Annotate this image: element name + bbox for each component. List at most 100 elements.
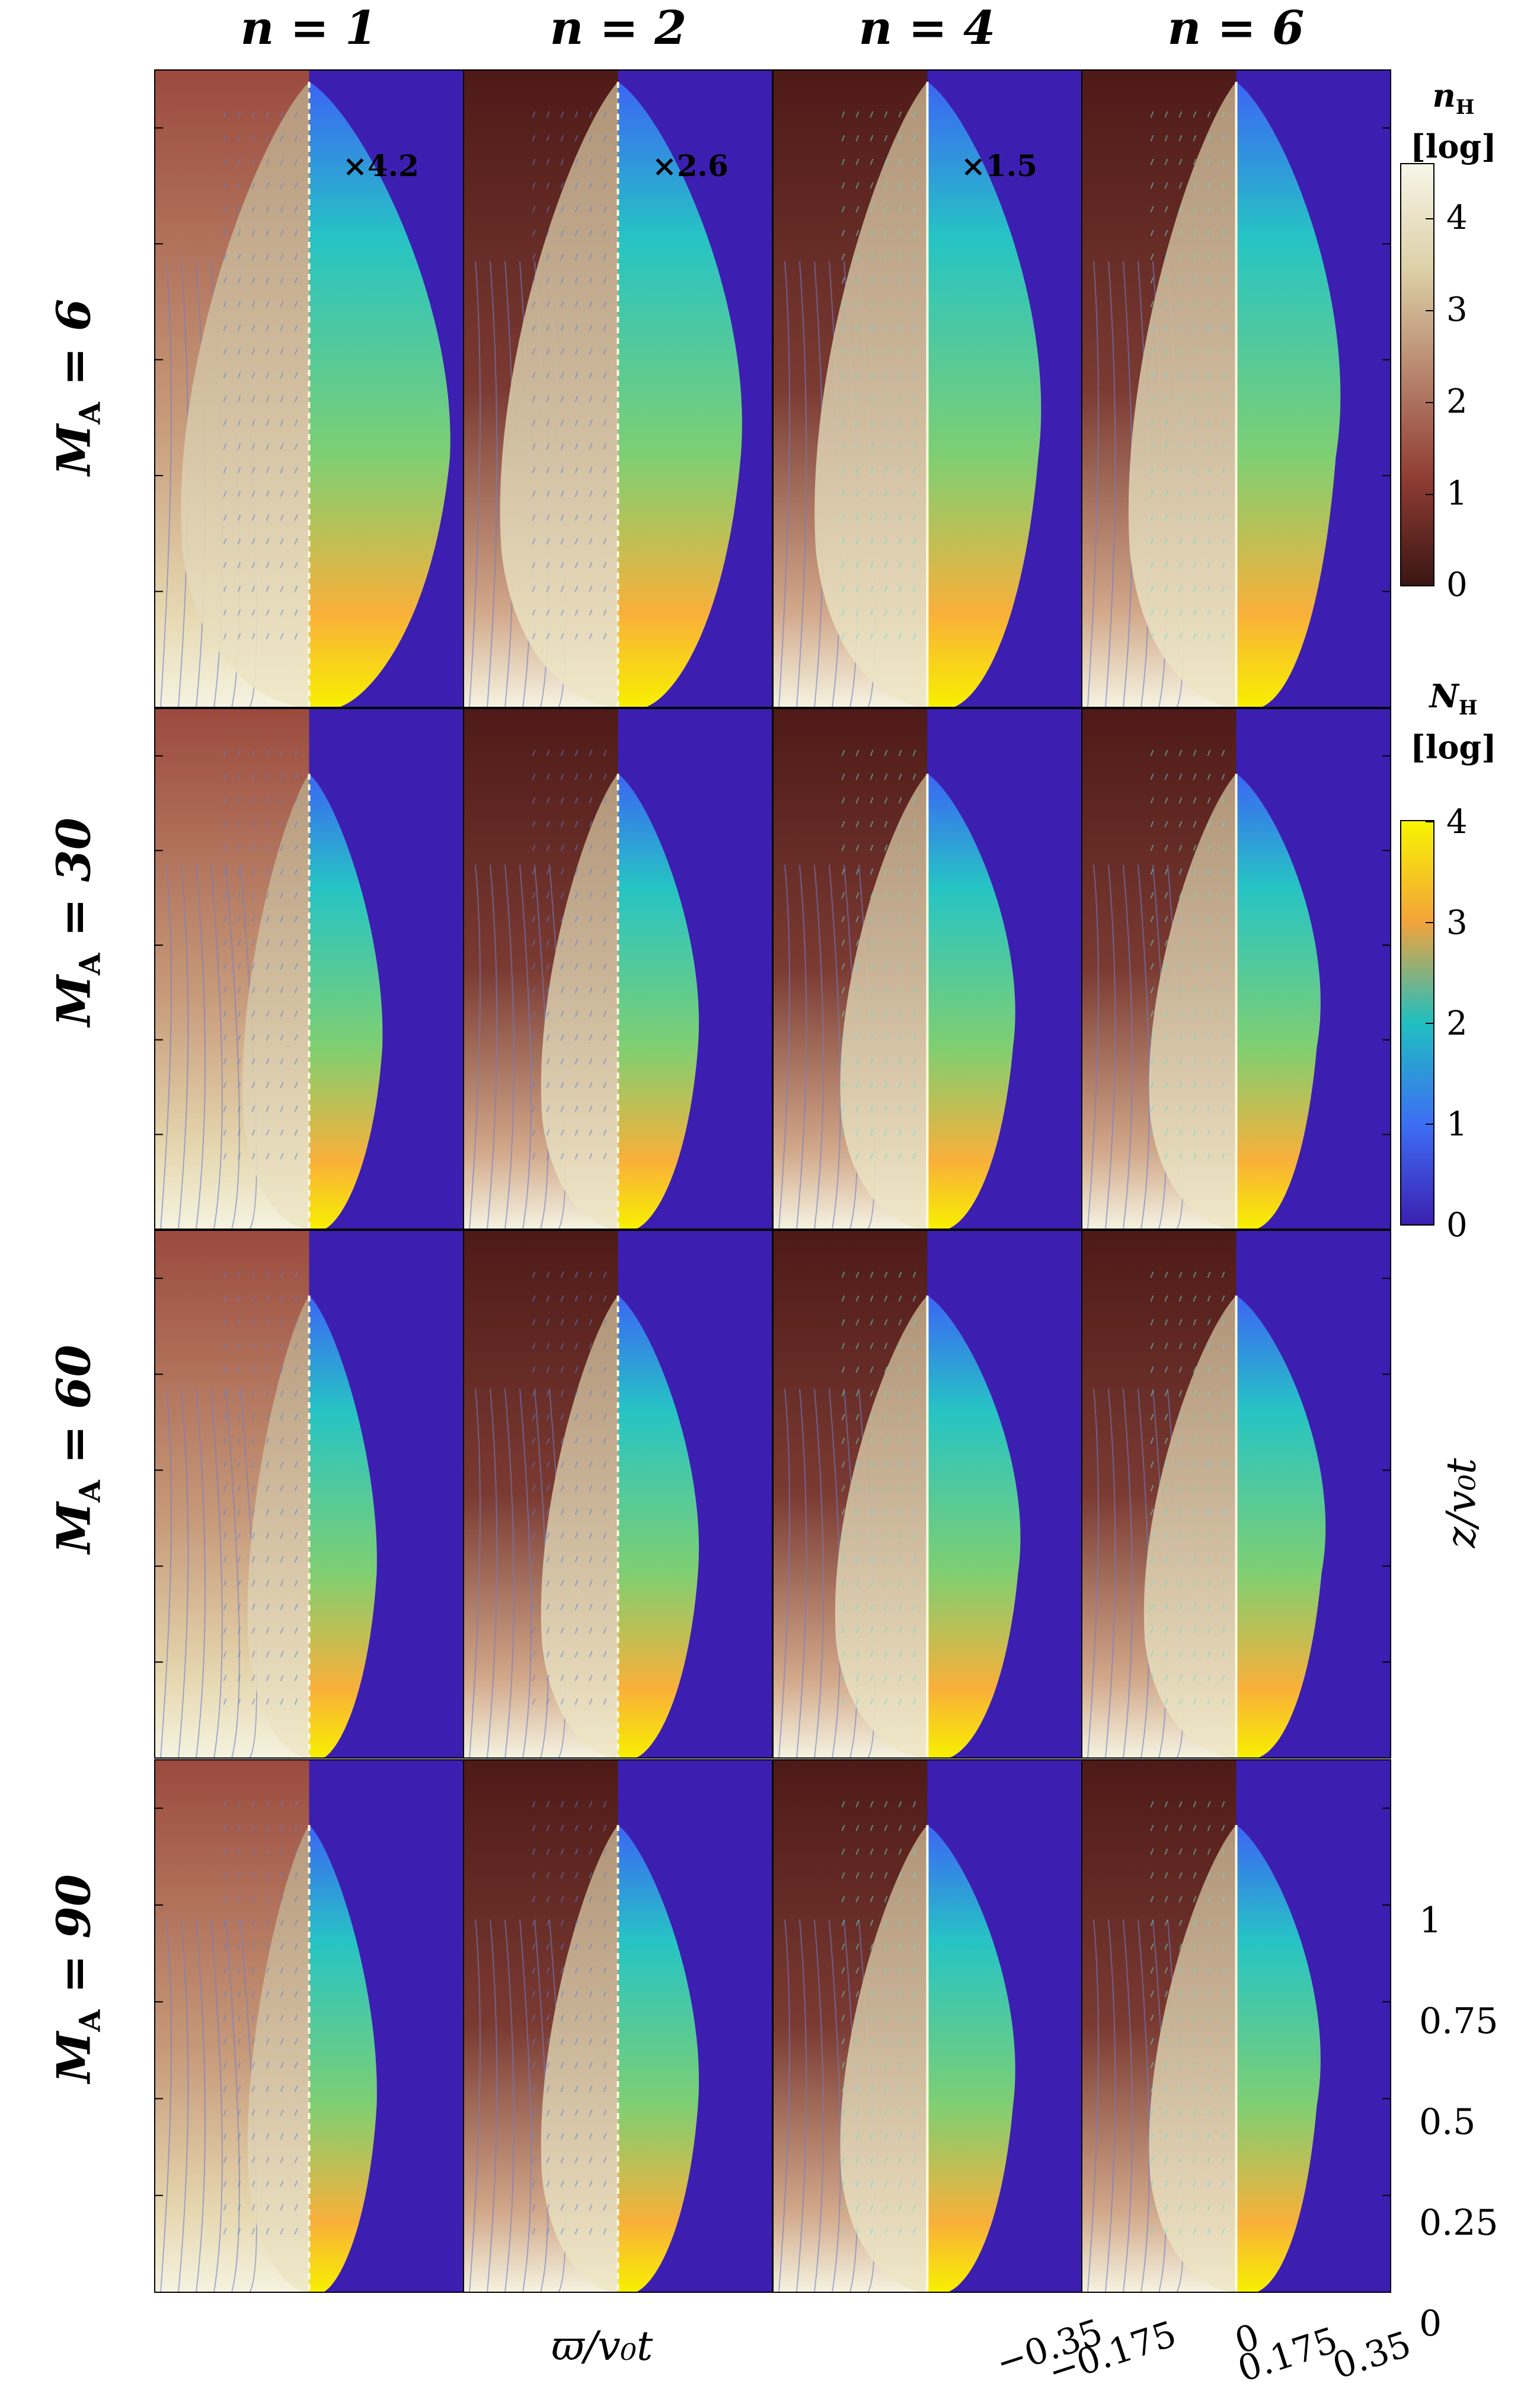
velocity-arrow bbox=[841, 1990, 845, 1998]
velocity-arrow bbox=[603, 111, 607, 118]
velocity-arrow bbox=[1164, 915, 1168, 923]
velocity-arrow bbox=[546, 229, 550, 237]
velocity-arrow bbox=[1193, 1580, 1197, 1587]
velocity-arrow bbox=[1150, 324, 1154, 331]
velocity-arrow bbox=[294, 206, 298, 213]
field-line bbox=[210, 864, 223, 1230]
velocity-arrow bbox=[589, 1366, 593, 1373]
velocity-arrow bbox=[1193, 324, 1197, 331]
velocity-arrow bbox=[870, 158, 874, 165]
velocity-arrow bbox=[1193, 1896, 1197, 1903]
velocity-arrow bbox=[560, 1943, 564, 1950]
velocity-arrow bbox=[266, 229, 270, 237]
velocity-arrow bbox=[294, 2204, 298, 2211]
velocity-arrow bbox=[237, 2014, 241, 2021]
velocity-arrow bbox=[1221, 1390, 1225, 1397]
velocity-arrow bbox=[294, 868, 298, 875]
velocity-arrow bbox=[1207, 111, 1211, 118]
velocity-arrow bbox=[870, 1058, 874, 1065]
velocity-arrow bbox=[237, 1919, 241, 1926]
colorbar-top-tick-4: 4 bbox=[1446, 199, 1468, 237]
velocity-arrow bbox=[280, 797, 284, 804]
velocity-arrow bbox=[546, 821, 550, 828]
velocity-arrow bbox=[1193, 1627, 1197, 1634]
velocity-arrow bbox=[912, 1319, 916, 1326]
velocity-arrow bbox=[1207, 1058, 1211, 1065]
velocity-arrow bbox=[898, 1081, 902, 1089]
velocity-arrow bbox=[1164, 939, 1168, 946]
velocity-arrow bbox=[1193, 609, 1197, 616]
velocity-arrow bbox=[532, 1366, 536, 1373]
velocity-arrow bbox=[1178, 987, 1183, 994]
velocity-arrow bbox=[912, 821, 916, 828]
velocity-arrow bbox=[898, 1532, 902, 1539]
velocity-arrow bbox=[223, 1580, 227, 1587]
velocity-arrow bbox=[1207, 892, 1211, 899]
velocity-arrow bbox=[266, 915, 270, 923]
velocity-arrow bbox=[266, 2085, 270, 2092]
field-line bbox=[1087, 1388, 1099, 1759]
velocity-arrow bbox=[1207, 2228, 1211, 2235]
velocity-arrow bbox=[1150, 1437, 1154, 1444]
velocity-arrow bbox=[1150, 443, 1154, 450]
velocity-arrow bbox=[855, 1366, 860, 1373]
velocity-arrow bbox=[589, 372, 593, 379]
velocity-arrow bbox=[855, 1848, 860, 1855]
velocity-arrow bbox=[251, 229, 255, 237]
velocity-arrow bbox=[223, 892, 227, 899]
velocity-arrow bbox=[280, 158, 284, 165]
velocity-arrow bbox=[223, 1990, 227, 1998]
velocity-arrow bbox=[532, 1919, 536, 1926]
velocity-arrow bbox=[912, 561, 916, 569]
velocity-arrow bbox=[898, 868, 902, 875]
velocity-arrow bbox=[560, 868, 564, 875]
velocity-arrow bbox=[280, 229, 284, 237]
velocity-arrow bbox=[1193, 844, 1197, 851]
velocity-arrow bbox=[251, 324, 255, 331]
velocity-arrow bbox=[841, 419, 845, 426]
velocity-arrow bbox=[237, 1603, 241, 1610]
field-line bbox=[178, 864, 189, 1230]
velocity-arrow bbox=[1221, 182, 1225, 189]
velocity-arrow bbox=[223, 2109, 227, 2116]
velocity-arrow bbox=[884, 987, 888, 994]
velocity-arrow bbox=[855, 1919, 860, 1926]
velocity-arrow bbox=[266, 2038, 270, 2045]
velocity-arrow bbox=[855, 1508, 860, 1516]
velocity-arrow bbox=[912, 1010, 916, 1017]
velocity-arrow bbox=[841, 2156, 845, 2164]
velocity-arrow bbox=[1150, 135, 1154, 142]
velocity-arrow bbox=[912, 1532, 916, 1539]
bubble-right bbox=[309, 774, 383, 1229]
velocity-arrow bbox=[574, 609, 579, 616]
velocity-arrow bbox=[603, 1129, 607, 1136]
velocity-arrow bbox=[898, 229, 902, 237]
velocity-arrow bbox=[1178, 490, 1183, 497]
velocity-arrow bbox=[1178, 1390, 1183, 1397]
velocity-arrow bbox=[841, 2180, 845, 2187]
velocity-arrow bbox=[589, 773, 593, 780]
velocity-arrow bbox=[884, 538, 888, 545]
velocity-arrow bbox=[898, 1295, 902, 1302]
velocity-arrow bbox=[603, 1824, 607, 1832]
velocity-arrow bbox=[251, 1437, 255, 1444]
velocity-arrow bbox=[1150, 1556, 1154, 1563]
velocity-arrow bbox=[912, 939, 916, 946]
velocity-arrow bbox=[1221, 1627, 1225, 1634]
velocity-arrow bbox=[1221, 844, 1225, 851]
velocity-arrow bbox=[266, 1153, 270, 1160]
velocity-arrow bbox=[912, 1153, 916, 1160]
velocity-arrow bbox=[1178, 868, 1183, 875]
velocity-arrow bbox=[574, 1319, 579, 1326]
velocity-arrow bbox=[251, 1081, 255, 1089]
velocity-arrow bbox=[532, 2085, 536, 2092]
velocity-arrow bbox=[574, 395, 579, 403]
velocity-arrow bbox=[546, 1153, 550, 1160]
velocity-arrow bbox=[1178, 1508, 1183, 1516]
field-line bbox=[1105, 1388, 1116, 1759]
velocity-arrow bbox=[898, 2085, 902, 2092]
velocity-arrow bbox=[266, 2228, 270, 2235]
velocity-arrow bbox=[870, 514, 874, 521]
velocity-arrow bbox=[855, 2109, 860, 2116]
velocity-arrow bbox=[603, 868, 607, 875]
